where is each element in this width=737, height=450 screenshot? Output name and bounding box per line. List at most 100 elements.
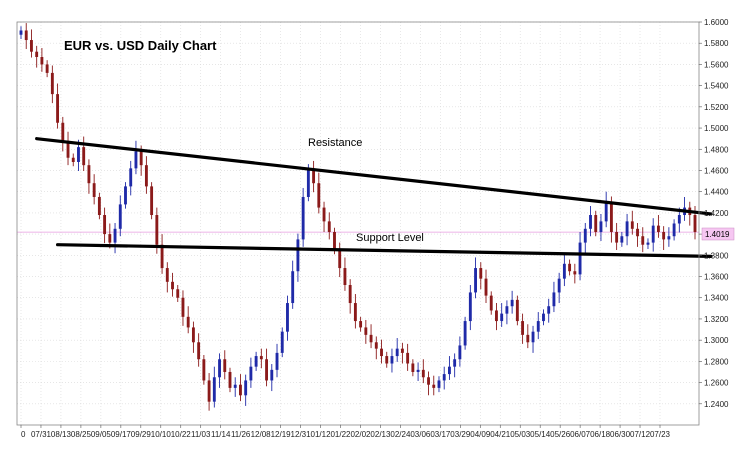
candle-body (521, 321, 525, 335)
current-price-label: 1.4019 (705, 230, 730, 239)
candle-body (244, 380, 248, 396)
candle-body (364, 327, 368, 335)
candle-body (562, 263, 566, 279)
axes: 1.6000 1.5800 1.5600 1.5400 1.5200 1.5000 1.48… (16, 18, 729, 439)
candle-body (437, 380, 441, 388)
candle-body (489, 295, 493, 311)
candle-body (594, 215, 598, 232)
y-tick-label: 1.2600 (704, 379, 729, 388)
candle-body (479, 268, 483, 279)
candle-body (155, 215, 159, 245)
candle-body (286, 303, 289, 332)
x-tick-label: 06/30 (610, 430, 631, 439)
candle-body (35, 51, 39, 57)
candle-body (165, 268, 169, 282)
x-tick-label: 02/13 (370, 430, 391, 439)
x-tick-label: 02/02 (350, 430, 371, 439)
candle-body (254, 356, 258, 367)
candle-body (66, 140, 70, 158)
candle-body (301, 196, 305, 240)
y-tick-label: 1.2800 (704, 357, 729, 366)
x-tick-label: 01/22 (330, 430, 351, 439)
candle-body (395, 348, 399, 357)
candle-body (113, 228, 117, 243)
candle-body (385, 356, 389, 364)
x-tick-label: 09/05 (91, 430, 112, 439)
x-tick-label: 12/31 (291, 430, 312, 439)
candle-body (40, 56, 44, 65)
candle-body (218, 359, 221, 378)
candle-body (228, 371, 232, 388)
x-tick-label: 07/23 (650, 430, 671, 439)
candle-body (61, 122, 65, 141)
candle-body (306, 168, 310, 197)
x-tick-label: 03/06 (410, 430, 431, 439)
x-tick-label: 10/22 (171, 430, 192, 439)
y-tick-label: 1.3600 (704, 273, 729, 282)
candle-body (557, 278, 561, 293)
x-tick-label: 11/14 (211, 430, 231, 439)
candle-body (500, 313, 504, 322)
candle-body (573, 271, 577, 275)
resistance-trendline (35, 137, 713, 216)
y-tick-label: 1.3400 (704, 294, 729, 303)
candle-body (343, 268, 347, 286)
candle-body (677, 215, 681, 224)
candle-body (552, 292, 556, 307)
x-tick-label: 11/26 (231, 430, 251, 439)
candle-body (646, 242, 650, 245)
x-tick-label: 0 (21, 430, 26, 439)
candle-body (427, 377, 430, 385)
x-tick-label: 04/21 (490, 430, 511, 439)
x-tick-label: 08/13 (51, 430, 72, 439)
candle-body (108, 234, 112, 243)
candle-body (651, 225, 655, 243)
candle-body (400, 348, 404, 353)
plot-frame (16, 21, 700, 426)
y-tick-label: 1.4200 (704, 209, 729, 218)
candle-body (568, 263, 572, 272)
x-tick-label: 11/03 (191, 430, 211, 439)
candle-body (134, 151, 138, 169)
y-tick-label: 1.5400 (704, 82, 729, 91)
candle-body (662, 231, 666, 240)
y-tick-label: 1.4400 (704, 188, 729, 197)
candle-body (56, 94, 60, 123)
candle-body (484, 278, 488, 296)
x-tick-label: 10/10 (151, 430, 172, 439)
y-tick-label: 1.2400 (704, 400, 729, 409)
candle-body (259, 356, 263, 360)
candle-body (599, 221, 603, 232)
candle-body (536, 321, 540, 332)
y-tick-label: 1.5000 (704, 124, 729, 133)
candle-body (495, 310, 498, 322)
candle-body (30, 40, 33, 52)
candle-body (636, 228, 639, 237)
candle-body (77, 147, 80, 162)
x-tick-label: 03/17 (430, 430, 451, 439)
y-tick-label: 1.4800 (704, 145, 729, 154)
candle-body (531, 331, 535, 343)
candle-body (212, 377, 216, 402)
candle-body (589, 215, 592, 229)
candle-body (672, 223, 676, 237)
x-tick-label: 07/31 (31, 430, 52, 439)
candle-body (416, 369, 420, 372)
resistance-label: Resistance (308, 137, 362, 149)
candle-body (24, 30, 28, 41)
candle-body (458, 345, 462, 360)
candle-body (468, 292, 472, 322)
candle-body (369, 334, 373, 343)
candle-body (139, 151, 143, 166)
candle-body (620, 236, 624, 243)
candle-body (453, 359, 457, 367)
candle-body (118, 204, 122, 229)
y-tick-label: 1.5200 (704, 103, 729, 112)
x-tick-label: 01/12 (311, 430, 332, 439)
x-tick-label: 03/29 (450, 430, 471, 439)
support-level-label: Support Level (356, 232, 424, 244)
x-tick-label: 04/09 (470, 430, 491, 439)
